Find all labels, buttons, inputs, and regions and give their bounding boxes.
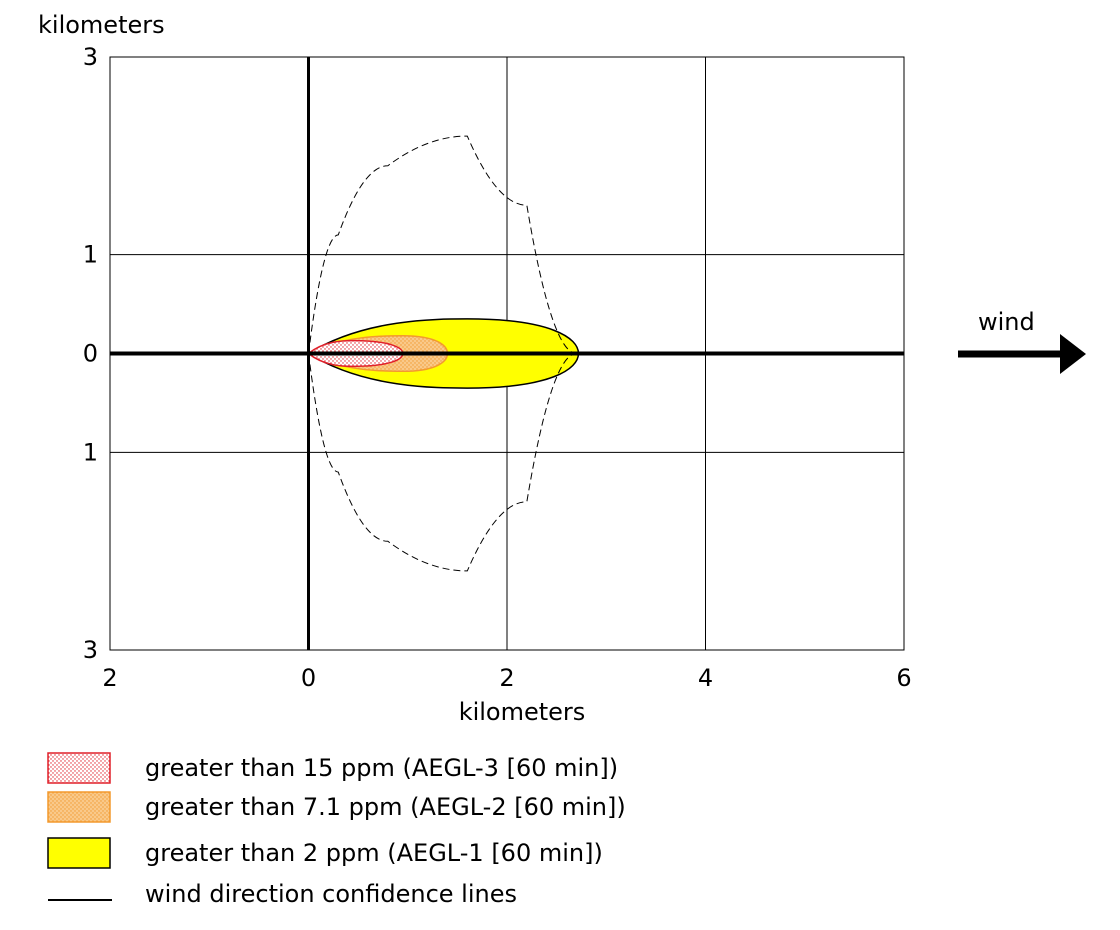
confidence-line-lower <box>308 353 577 572</box>
y-tick-label: 1 <box>83 241 98 269</box>
x-tick-label: 4 <box>698 664 713 692</box>
y-tick-label: 0 <box>83 340 98 368</box>
legend-label: greater than 7.1 ppm (AEGL-2 [60 min]) <box>145 793 626 821</box>
wind-arrow-icon <box>958 334 1086 374</box>
wind-label: wind <box>978 308 1035 336</box>
confidence-lines <box>308 135 577 572</box>
tick-labels: 2 0 2 4 6 3 1 0 1 3 <box>83 43 912 692</box>
x-tick-label: 2 <box>102 664 117 692</box>
axes <box>110 57 904 650</box>
x-tick-label: 2 <box>499 664 514 692</box>
x-axis-label: kilometers <box>459 698 586 726</box>
legend-label: greater than 2 ppm (AEGL-1 [60 min]) <box>145 839 603 867</box>
legend-label: wind direction confidence lines <box>145 880 517 908</box>
legend-swatch-1 <box>47 752 111 784</box>
y-tick-label: 1 <box>83 438 98 466</box>
y-tick-label: 3 <box>83 636 98 664</box>
legend-swatch-3 <box>47 837 111 869</box>
y-tick-label: 3 <box>83 43 98 71</box>
legend: greater than 15 ppm (AEGL-3 [60 min]) gre… <box>47 752 626 908</box>
confidence-line-upper <box>308 135 577 354</box>
wind-indicator: wind <box>958 308 1086 374</box>
x-tick-label: 6 <box>896 664 911 692</box>
legend-swatch-2 <box>47 791 111 823</box>
x-tick-label: 0 <box>301 664 316 692</box>
y-axis-label: kilometers <box>38 11 165 39</box>
legend-label: greater than 15 ppm (AEGL-3 [60 min]) <box>145 754 618 782</box>
